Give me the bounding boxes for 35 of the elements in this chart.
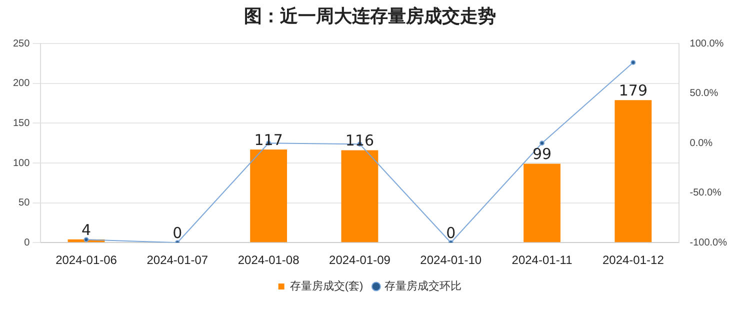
x-tick-label: 2024-01-07	[146, 253, 208, 268]
x-tick-label: 2024-01-12	[602, 253, 664, 268]
y2-tick-label: 100.0%	[690, 38, 724, 50]
chart-title: 图：近一周大连存量房成交走势	[244, 6, 496, 26]
point	[630, 60, 636, 66]
data-label: 99	[532, 145, 552, 164]
point	[84, 237, 89, 242]
bar	[341, 150, 378, 242]
x-tick-label: 2024-01-06	[56, 253, 118, 268]
x-tick-label: 2024-01-08	[238, 253, 300, 268]
data-label: 0	[172, 224, 182, 242]
y2-tick-label: 0.0%	[690, 138, 713, 149]
bar	[524, 164, 560, 242]
x-tick-label: 2024-01-10	[420, 253, 482, 268]
legend-label: 存量房成交环比	[384, 280, 462, 293]
bar	[614, 100, 652, 242]
y-tick-label: 200	[12, 78, 30, 90]
x-tick-label: 2024-01-11	[512, 253, 573, 268]
data-label: 179	[618, 82, 648, 100]
bar	[250, 149, 288, 242]
y2-tick-label: -100.0%	[690, 237, 728, 248]
y-tick-label: 50	[18, 198, 30, 209]
point	[540, 140, 545, 146]
y-tick-label: 100	[12, 158, 30, 169]
data-label: 117	[254, 130, 283, 149]
data-label: 4	[81, 220, 92, 239]
y2-tick-label: -50.0%	[690, 188, 722, 199]
y2-tick-label: 50.0%	[690, 88, 718, 100]
y-tick-label: 0	[24, 237, 30, 248]
data-label: 0	[446, 224, 456, 242]
data-label: 116	[345, 132, 374, 150]
x-tick-label: 2024-01-09	[329, 253, 391, 268]
y-tick-label: 250	[12, 38, 30, 50]
legend-label: 存量房成交(套)	[290, 280, 364, 293]
y-tick-label: 150	[12, 118, 30, 129]
